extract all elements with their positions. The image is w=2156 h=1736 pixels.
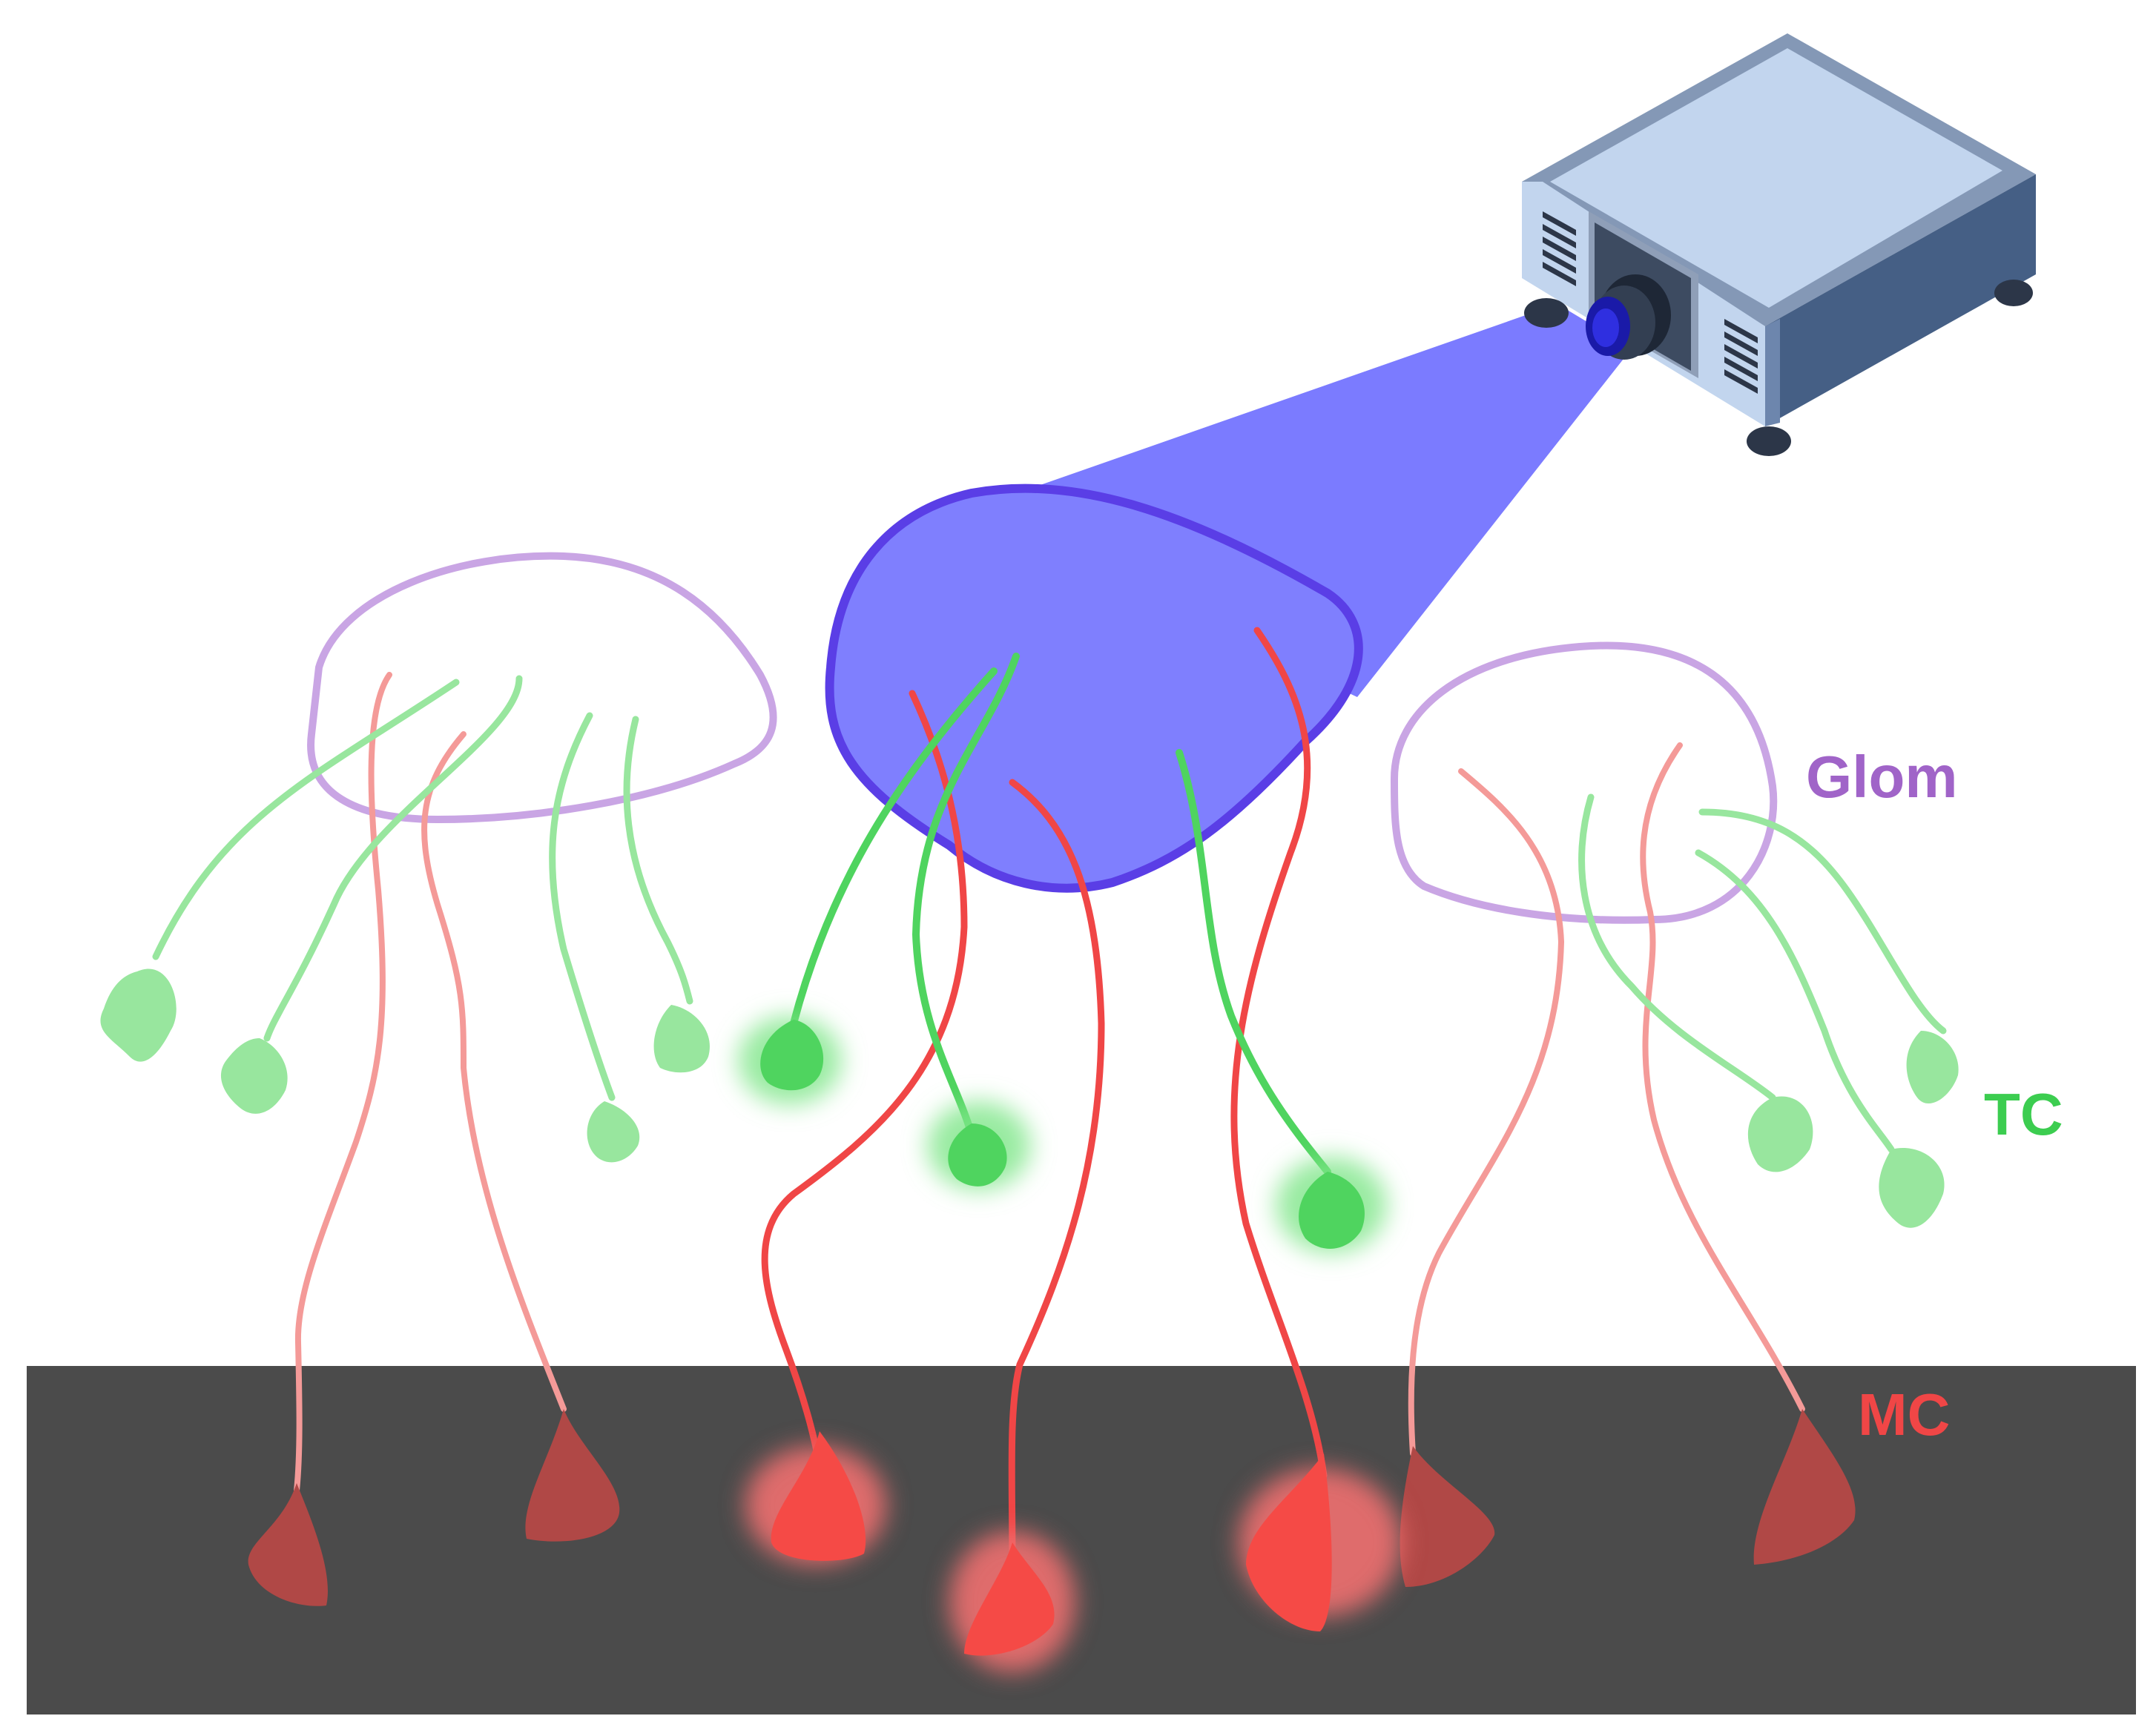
tc-dendrite <box>1176 749 1331 1175</box>
tc-label: TC <box>1984 1081 2063 1147</box>
tc-soma <box>220 1038 288 1114</box>
mc-soma <box>525 1409 620 1542</box>
tc-soma <box>587 1101 640 1163</box>
tc-dendrite <box>152 679 460 960</box>
neurons-active <box>761 627 1331 1568</box>
tc-soma-active <box>948 1123 1007 1187</box>
tc-dendrite <box>549 712 616 1101</box>
mc-soma-active <box>771 1431 866 1561</box>
mc-soma <box>1400 1446 1495 1587</box>
tc-dendrite <box>1695 849 1895 1153</box>
tc-soma-active <box>760 1020 824 1091</box>
tc-soma <box>1906 1031 1959 1104</box>
mc-soma <box>1753 1409 1856 1565</box>
mc-dendrite <box>1008 779 1105 1568</box>
tc-dendrite <box>623 716 693 1005</box>
mc-soma-active <box>1246 1453 1332 1631</box>
projector-icon <box>1522 33 2036 456</box>
mc-soma-active <box>964 1542 1055 1656</box>
glom-label: Glom <box>1806 744 1957 810</box>
tc-dendrite <box>790 667 998 1027</box>
glomerulus-left <box>307 552 777 824</box>
glomerulus-illuminated <box>825 483 1363 893</box>
mc-dendrite <box>294 672 392 1494</box>
mc-dendrite <box>1640 742 1805 1412</box>
tc-dendrite <box>1698 808 1947 1034</box>
tc-dendrite <box>263 675 523 1042</box>
tc-dendrite <box>1578 793 1776 1101</box>
tc-soma <box>653 1005 710 1073</box>
tc-soma <box>1879 1148 1945 1228</box>
mc-dendrite <box>761 690 968 1468</box>
neurons-left-faded <box>152 672 693 1494</box>
mc-dendrite <box>421 731 567 1412</box>
tc-dendrite <box>911 653 1020 1138</box>
mc-dendrite <box>1408 768 1565 1456</box>
neurons-right-faded <box>1408 742 1947 1456</box>
mc-soma <box>248 1483 328 1606</box>
tc-soma <box>100 968 177 1062</box>
tc-soma <box>1747 1096 1813 1172</box>
light-beam <box>964 304 1632 697</box>
mc-label: MC <box>1858 1382 1950 1448</box>
tc-soma-active <box>1299 1172 1365 1249</box>
